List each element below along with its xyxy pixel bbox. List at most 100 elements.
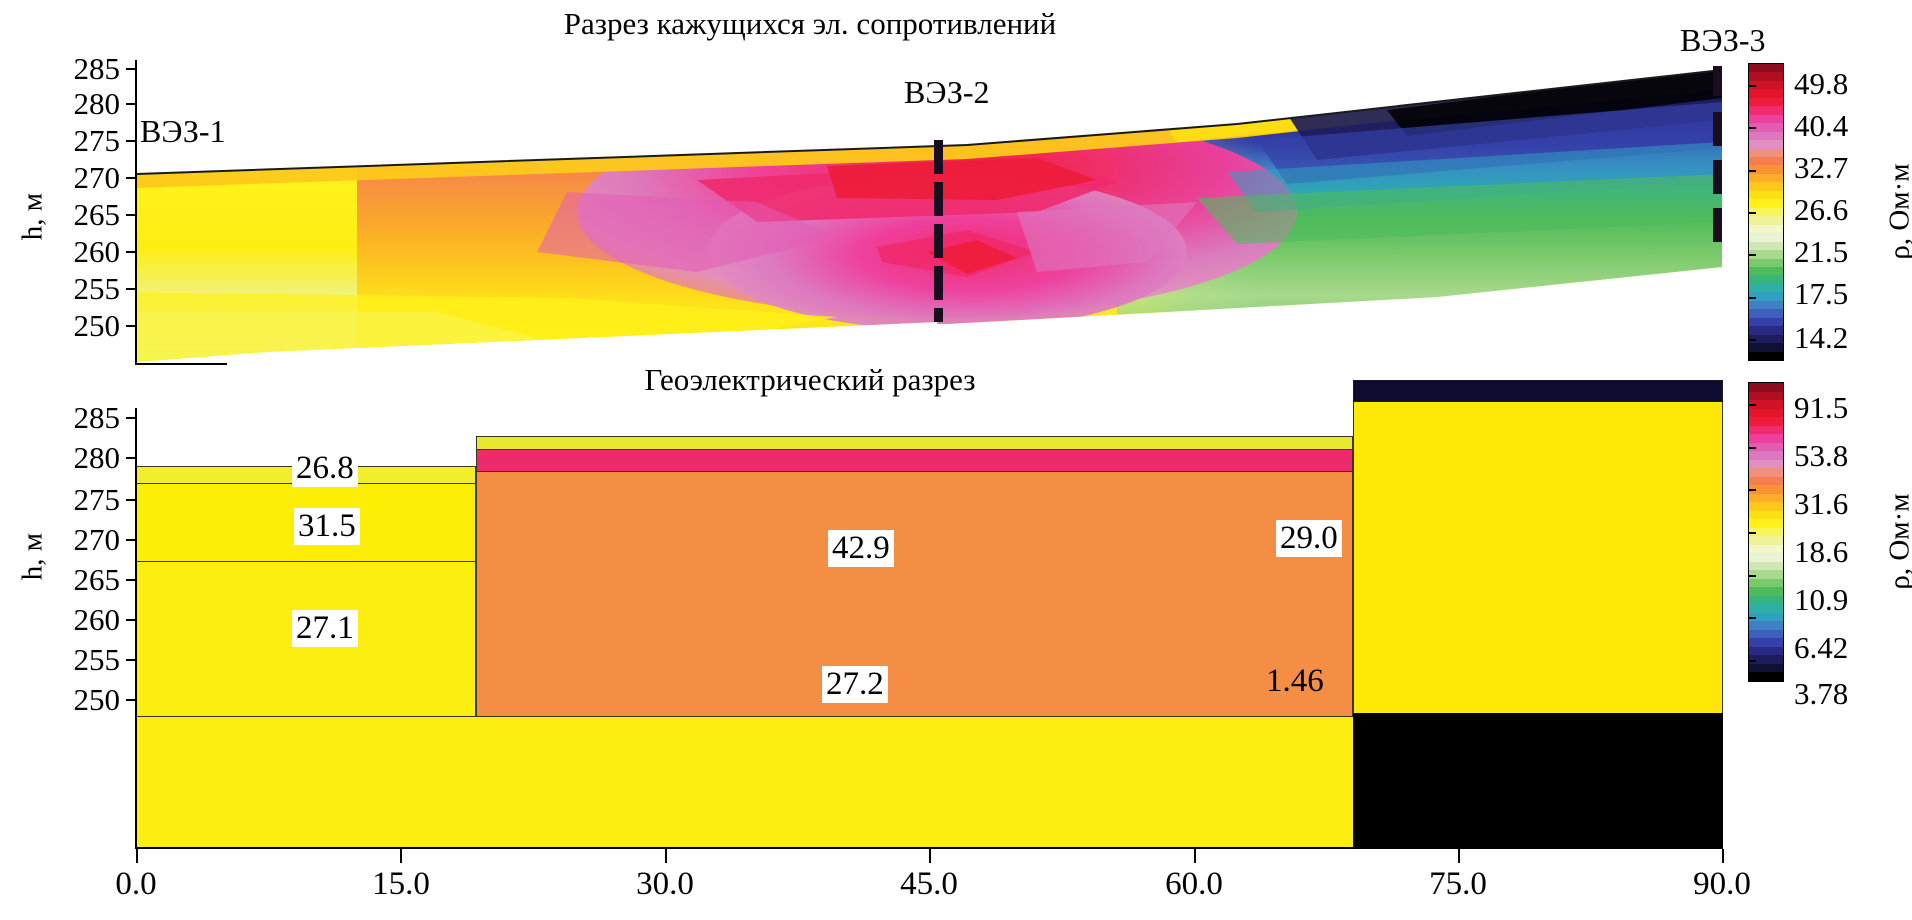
colorbar-band (1749, 207, 1783, 217)
top-ytickmark-265 (126, 214, 135, 216)
colorbar-band (1749, 334, 1783, 344)
colorbar-band (1749, 173, 1783, 183)
colorbar-band (1749, 275, 1783, 285)
xtick-15: 15.0 (372, 866, 430, 902)
xtickmark-15 (400, 849, 402, 863)
top-ytick-260: 260 (73, 234, 121, 269)
colorbar-band (1749, 493, 1783, 503)
colorbar-band (1749, 233, 1783, 242)
bot-cb-label-6: 3.78 (1794, 676, 1849, 711)
colorbar-band (1749, 604, 1783, 614)
colorbar-band (1749, 655, 1783, 665)
colorbar-band (1749, 400, 1783, 409)
station-marker-vez3-seg1 (1713, 66, 1722, 96)
block-value-1-46: 1.46 (1266, 663, 1324, 699)
colorbar-band (1749, 283, 1783, 293)
top-cb-label-1: 40.4 (1794, 108, 1849, 143)
block-basement (137, 716, 1353, 847)
colorbar-band (1749, 646, 1783, 656)
bot-ytick-265: 265 (73, 562, 121, 597)
colorbar-band (1749, 629, 1783, 639)
colorbar-band (1749, 80, 1783, 90)
station-marker-vez2-seg5 (934, 308, 943, 322)
colorbar-band (1749, 502, 1783, 512)
colorbar-band (1749, 544, 1783, 554)
bot-cb-label-0: 91.5 (1794, 390, 1849, 425)
colorbar-band (1749, 190, 1783, 200)
apparent-resistivity-pseudosection (137, 62, 1722, 362)
bot-cb-label-2: 31.6 (1794, 486, 1849, 521)
colorbar-band (1749, 561, 1783, 571)
colorbar-band (1749, 250, 1783, 259)
top-ytick-280: 280 (73, 86, 121, 121)
station-label-vez1-top: ВЭЗ-1 (140, 113, 226, 149)
bot-cb-label-3: 18.6 (1794, 534, 1849, 569)
xtick-30: 30.0 (636, 866, 694, 902)
xtick-90: 90.0 (1693, 866, 1751, 902)
bot-ytickmark-260 (126, 619, 135, 621)
bot-cb-label-1: 53.8 (1794, 438, 1849, 473)
colorbar-band (1749, 309, 1783, 319)
station-marker-vez2-seg3 (934, 224, 943, 258)
colorbar-band (1749, 317, 1783, 327)
bot-ytickmark-275 (126, 499, 135, 501)
top-ytickmark-270 (126, 177, 135, 179)
top-cb-label-2: 32.7 (1794, 150, 1849, 185)
colorbar-band (1749, 300, 1783, 310)
colorbar-band (1749, 97, 1783, 107)
bot-ytickmark-270 (126, 539, 135, 541)
colorbar-tick (1749, 446, 1756, 449)
colorbar-band (1749, 199, 1783, 209)
station-marker-vez3-seg4 (1713, 208, 1722, 242)
colorbar-band (1749, 587, 1783, 597)
top-ytickmark-280 (126, 103, 135, 105)
colorbar-band (1749, 408, 1783, 418)
top-ytick-250: 250 (73, 308, 121, 343)
bot-ytick-280: 280 (73, 440, 121, 475)
colorbar-band (1749, 343, 1783, 352)
top-ytick-275: 275 (73, 123, 121, 158)
station-marker-vez2-seg4 (934, 266, 943, 300)
colorbar-band (1749, 595, 1783, 605)
colorbar-band (1749, 519, 1783, 529)
colorbar-band (1749, 621, 1783, 631)
colorbar-tick (1749, 254, 1756, 257)
colorbar-band (1749, 106, 1783, 116)
block-value-27-1: 27.1 (292, 610, 358, 647)
colorbar-band (1749, 383, 1783, 392)
top-cb-label-5: 17.5 (1794, 276, 1849, 311)
top-colorbar (1748, 63, 1784, 361)
colorbar-band (1749, 64, 1783, 73)
colorbar-tick (1749, 85, 1756, 88)
colorbar-band (1749, 391, 1783, 401)
colorbar-band (1749, 292, 1783, 302)
colorbar-band (1749, 442, 1783, 452)
xtickmark-90 (1722, 849, 1724, 863)
top-ytick-255: 255 (73, 271, 121, 306)
colorbar-band (1749, 638, 1783, 648)
block-value-26-8: 26.8 (292, 450, 358, 487)
top-ytickmark-255 (126, 288, 135, 290)
bot-ytickmark-250 (126, 699, 135, 701)
colorbar-band (1749, 527, 1783, 537)
pseudosection-svg (137, 69, 1722, 362)
bottom-colorbar (1748, 382, 1784, 682)
bottom-x-axis-line (135, 847, 1723, 849)
top-cb-label-4: 21.5 (1794, 234, 1849, 269)
colorbar-band (1749, 434, 1783, 443)
colorbar-band (1749, 157, 1783, 166)
station-marker-vez2-seg1 (934, 140, 943, 174)
block-vez2-layer1 (476, 436, 1353, 450)
block-value-29-0: 29.0 (1276, 520, 1342, 557)
bot-ytick-275: 275 (73, 482, 121, 517)
colorbar-band (1749, 72, 1783, 82)
block-vez2-layer3 (476, 472, 1353, 716)
colorbar-band (1749, 123, 1783, 132)
colorbar-tick (1749, 532, 1756, 534)
colorbar-band (1749, 663, 1783, 673)
station-marker-vez2-seg2 (934, 182, 943, 216)
block-value-42-9: 42.9 (828, 530, 894, 567)
colorbar-band (1749, 570, 1783, 580)
station-marker-vez3-seg3 (1713, 160, 1722, 194)
station-label-vez2-top: ВЭЗ-2 (904, 74, 990, 110)
